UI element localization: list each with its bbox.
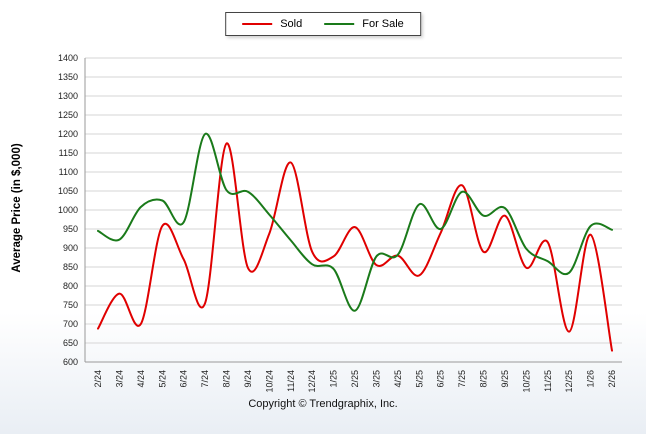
x-tick-label: 3/25 bbox=[371, 370, 381, 388]
x-tick-label: 9/24 bbox=[243, 370, 253, 388]
x-tick-label: 5/24 bbox=[157, 370, 167, 388]
x-tick-label: 5/25 bbox=[414, 370, 424, 388]
y-tick-label: 1200 bbox=[58, 129, 78, 139]
x-tick-label: 3/24 bbox=[114, 370, 124, 388]
x-tick-label: 1/25 bbox=[329, 370, 339, 388]
y-tick-label: 1250 bbox=[58, 110, 78, 120]
y-tick-label: 1000 bbox=[58, 205, 78, 215]
x-tick-label: 8/25 bbox=[479, 370, 489, 388]
series-line-sold bbox=[97, 142, 613, 352]
y-tick-label: 1400 bbox=[58, 53, 78, 63]
sold-line-swatch bbox=[242, 23, 273, 25]
y-tick-label: 950 bbox=[63, 224, 78, 234]
y-tick-label: 750 bbox=[63, 300, 78, 310]
y-tick-label: 1050 bbox=[58, 186, 78, 196]
x-tick-label: 8/24 bbox=[222, 370, 232, 388]
y-tick-label: 1350 bbox=[58, 72, 78, 82]
x-tick-label: 4/25 bbox=[393, 370, 403, 388]
y-tick-label: 850 bbox=[63, 262, 78, 272]
for-sale-line-swatch bbox=[324, 23, 355, 25]
x-tick-label: 11/25 bbox=[543, 370, 553, 392]
legend-label-sold: Sold bbox=[280, 18, 303, 30]
x-tick-label: 4/24 bbox=[136, 370, 146, 388]
y-tick-label: 650 bbox=[63, 338, 78, 348]
legend-item-sold[interactable]: Sold bbox=[242, 18, 302, 30]
x-tick-label: 7/25 bbox=[457, 370, 467, 388]
x-tick-label: 11/24 bbox=[286, 370, 296, 392]
x-tick-label: 1/26 bbox=[586, 370, 596, 388]
y-tick-label: 900 bbox=[63, 243, 78, 253]
x-tick-label: 9/25 bbox=[500, 370, 510, 388]
x-tick-label: 7/24 bbox=[200, 370, 210, 388]
x-tick-label: 12/25 bbox=[564, 370, 574, 393]
y-tick-label: 800 bbox=[63, 281, 78, 291]
x-tick-label: 2/26 bbox=[607, 370, 617, 388]
x-tick-label: 12/24 bbox=[307, 370, 317, 393]
copyright-text: Copyright © Trendgraphix, Inc. bbox=[248, 398, 398, 410]
legend-item-for-sale[interactable]: For Sale bbox=[324, 18, 404, 30]
y-tick-label: 1300 bbox=[58, 91, 78, 101]
x-tick-label: 10/25 bbox=[521, 370, 531, 393]
y-tick-label: 700 bbox=[63, 319, 78, 329]
y-tick-label: 1150 bbox=[59, 148, 78, 158]
x-tick-label: 2/25 bbox=[350, 370, 360, 388]
y-tick-label: 1100 bbox=[59, 167, 78, 177]
x-tick-label: 2/24 bbox=[93, 370, 103, 388]
chart-legend: Sold For Sale bbox=[225, 12, 421, 36]
x-tick-label: 6/25 bbox=[436, 370, 446, 388]
x-tick-label: 10/24 bbox=[264, 370, 274, 393]
series-line-for-sale bbox=[97, 132, 613, 312]
x-tick-label: 6/24 bbox=[179, 370, 189, 388]
legend-label-for-sale: For Sale bbox=[362, 18, 404, 30]
y-tick-label: 600 bbox=[63, 357, 78, 367]
